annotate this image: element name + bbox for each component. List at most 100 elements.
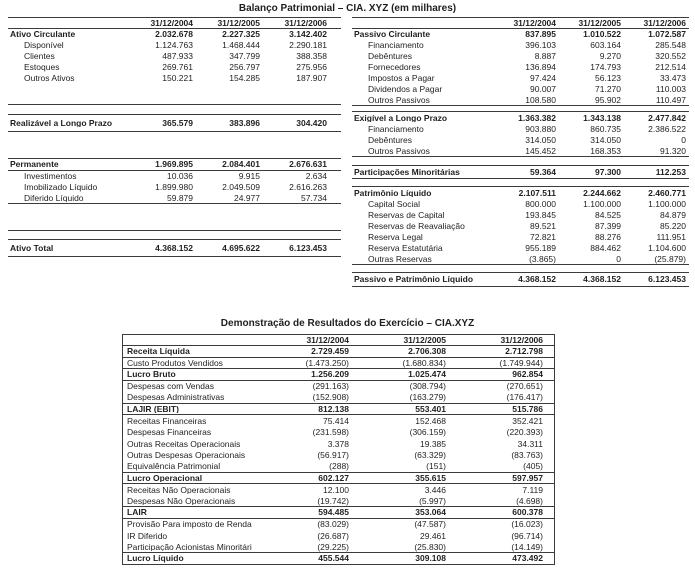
row-value: 275.956 <box>296 62 327 73</box>
row-spacer <box>8 132 341 158</box>
row-value: 353.064 <box>415 507 446 517</box>
row-label: Receitas Não Operacionais <box>127 485 231 494</box>
row-label: Lucro Líquido <box>127 554 184 563</box>
row-label: Diferido Líquido <box>24 193 84 203</box>
row-label: Imobilizado Líquido <box>24 183 98 192</box>
row-value: (63.329) <box>414 450 446 460</box>
table-row: Financiamento 396.103 603.164 285.548 <box>352 40 689 51</box>
row-label: Despesas Administrativas <box>127 393 225 402</box>
row-value: 487.933 <box>162 51 193 62</box>
row-value: 903.880 <box>525 124 556 135</box>
row-value: 72.821 <box>530 232 556 243</box>
row-value: 2.032.678 <box>155 29 193 40</box>
row-value: (25.830) <box>414 541 446 552</box>
row-value: 193.845 <box>525 210 556 221</box>
row-value: 9.270 <box>599 51 621 62</box>
row-label: Fornecedores <box>368 63 421 72</box>
table-row: Financiamento 903.880 860.735 2.386.522 <box>352 124 689 135</box>
row-spacer <box>352 179 689 186</box>
row-value: (163.279) <box>409 392 446 402</box>
row-value: 110.497 <box>655 94 686 105</box>
row-value: 91.320 <box>660 145 686 156</box>
row-value: (291.163) <box>312 381 349 391</box>
row-label: Debêntures <box>368 136 412 145</box>
table-row: IR Diferido (26.687) 29.461 (96.714) <box>123 530 554 542</box>
row-spacer <box>8 204 341 230</box>
row-value: 812.138 <box>318 403 349 414</box>
row-label: Outras Despesas Operacionais <box>127 451 246 460</box>
row-value: (220.393) <box>506 427 543 437</box>
row-label: Reserva Estatutária <box>368 244 443 253</box>
row-value: 84.525 <box>595 210 621 221</box>
row-label: Reservas de Reavaliação <box>368 222 465 231</box>
row-value: (1.473.250) <box>305 357 349 368</box>
row-value: 1.072.587 <box>648 29 686 40</box>
table-row: Diferido Líquido 59.879 24.977 57.734 <box>8 193 341 204</box>
column-header: 31/12/2006 <box>284 17 327 28</box>
row-value: 33.473 <box>660 73 686 84</box>
table-row: Outros Ativos 150.221 154.285 187.907 <box>8 73 341 84</box>
table-row: Reservas de Reavaliação 89.521 87.399 85.22… <box>352 221 689 232</box>
row-value: 1.104.600 <box>648 243 686 254</box>
row-value: 1.343.138 <box>583 112 621 123</box>
row-value: 602.127 <box>318 472 349 483</box>
row-value: 2.107.511 <box>518 187 556 198</box>
row-label: Despesas Financeiras <box>127 428 212 437</box>
row-value: (3.865) <box>529 253 556 264</box>
column-header: 31/12/2004 <box>306 334 349 345</box>
row-label: Receita Líquida <box>127 347 190 356</box>
row-value: 112.253 <box>655 166 686 177</box>
table-row: Outras Receitas Operacionais 3.378 19.385 3… <box>123 438 554 450</box>
row-value: (26.687) <box>317 530 349 541</box>
row-label: Despesas Não Operacionais <box>127 496 236 505</box>
row-value: 2.706.308 <box>408 346 446 356</box>
row-value: 1.969.895 <box>155 159 193 170</box>
table-row: Outras Despesas Operacionais (56.917) (63.… <box>123 450 554 462</box>
row-value: 87.399 <box>595 221 621 232</box>
balance-assets-table: 31/12/2004 31/12/2005 31/12/2006 Ativo Circ… <box>8 17 341 257</box>
table-row: Receitas Não Operacionais 12.100 3.446 7.11… <box>123 484 554 496</box>
income-statement-title: Demonstração de Resultados do Exercício … <box>220 318 475 329</box>
table-row: Investimentos 10.036 9.915 2.634 <box>8 171 341 182</box>
row-value: 256.797 <box>229 62 260 73</box>
row-value: 2.084.401 <box>222 159 260 170</box>
row-value: (19.742) <box>317 495 349 506</box>
table-row: Despesas Não Operacionais (19.742) (5.997)… <box>123 495 554 507</box>
row-value: (25.879) <box>654 253 686 264</box>
row-spacer <box>8 231 341 239</box>
row-value: 860.735 <box>590 124 621 135</box>
row-value: 111.951 <box>656 232 686 243</box>
column-header-row: 31/12/2004 31/12/2005 31/12/2006 <box>123 334 554 346</box>
row-spacer <box>352 157 689 165</box>
row-value: 1.363.382 <box>518 112 556 123</box>
row-label: Financiamento <box>368 125 424 134</box>
row-value: (270.651) <box>506 381 543 391</box>
row-label: Outros Passivos <box>368 146 430 156</box>
row-label: Participações Minoritárias <box>354 167 460 177</box>
row-value: 56.123 <box>595 73 621 84</box>
row-label: Provisão Para imposto de Renda <box>127 520 252 529</box>
row-label: Outros Passivos <box>368 95 430 105</box>
row-label: Reservas de Capital <box>368 211 445 220</box>
row-value: 314.050 <box>525 135 556 146</box>
row-label: Estoques <box>24 63 60 72</box>
row-value: 95.902 <box>595 94 621 105</box>
column-header: 31/12/2006 <box>500 334 543 345</box>
row-value: (405) <box>523 461 543 471</box>
row-value: 97.300 <box>595 166 621 177</box>
row-value: 2.729.459 <box>311 346 349 356</box>
row-label: Dividendos a Pagar <box>368 85 443 94</box>
row-value: (1.680.834) <box>402 357 446 368</box>
table-row: Outros Passivos 145.452 168.353 91.320 <box>352 146 689 157</box>
table-row: Imobilizado Líquido 1.899.980 2.049.509 2.6… <box>8 182 341 193</box>
row-value: 396.103 <box>525 40 556 51</box>
row-value: 3.142.402 <box>289 29 327 40</box>
row-label: Despesas com Vendas <box>127 382 214 391</box>
row-value: 3.446 <box>424 484 446 495</box>
column-header: 31/12/2006 <box>643 17 686 28</box>
table-row: Receitas Financeiras 75.414 152.468 352.421 <box>123 415 554 427</box>
row-value: 84.879 <box>660 210 686 221</box>
row-value: 85.220 <box>660 221 686 232</box>
row-label: Custo Produtos Vendidos <box>127 358 223 367</box>
